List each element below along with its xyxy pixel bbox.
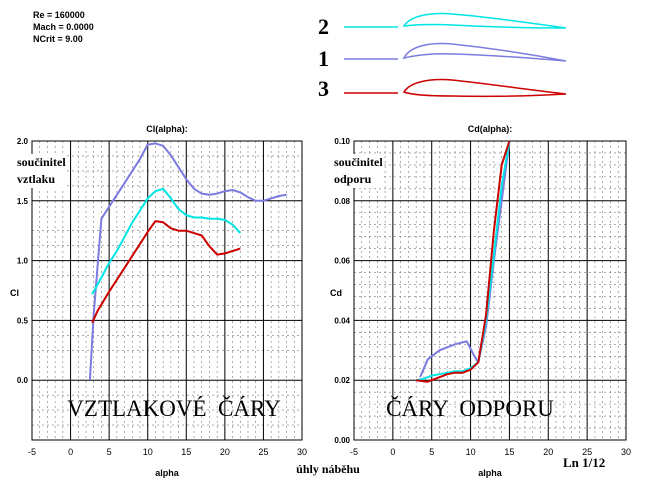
- cd-y-tick-label: 0.10: [334, 137, 350, 146]
- cl-plot-frame: [31, 140, 303, 441]
- airfoil-shape-3: [402, 78, 567, 98]
- airfoil-shape-1: [402, 42, 567, 62]
- cl-y-tick-label: 1.5: [17, 197, 29, 206]
- cd-x-tick-label: 30: [621, 447, 631, 457]
- cl-x-tick-label: -5: [28, 447, 36, 457]
- cd-x-tick-label: 15: [504, 447, 514, 457]
- cd-annotation-bg: [333, 154, 383, 188]
- legend-label-2: 2: [318, 14, 329, 39]
- cl-x-tick-label: 25: [258, 447, 268, 457]
- cl-annotation-bg: [16, 154, 66, 188]
- cd-x-tick-label: 5: [429, 447, 434, 457]
- cl-x-tick-label: 30: [297, 447, 307, 457]
- cd-series-line-3: [416, 140, 511, 383]
- cd-y-tick-label: 0.02: [334, 376, 350, 385]
- reynolds-number: Re = 160000: [33, 10, 85, 20]
- airfoil-legend: 2 1 3: [318, 6, 578, 106]
- cl-x-tick-label: 0: [68, 447, 73, 457]
- cd-annotation-line-2: odporu: [334, 172, 372, 186]
- cl-annotation-line-2: vztlaku: [17, 172, 55, 186]
- cd-x-tick-label: 20: [543, 447, 553, 457]
- cd-chart-title: Cd(alpha):: [468, 124, 513, 134]
- cd-y-tick-label: 0.08: [334, 197, 350, 206]
- ncrit-value: NCrit = 9.00: [33, 34, 83, 44]
- cl-series-line-2: [91, 187, 242, 295]
- cl-x-tick-label: 5: [107, 447, 112, 457]
- airfoil-shape-2: [402, 12, 567, 29]
- mach-number: Mach = 0.0000: [33, 22, 94, 32]
- cl-y-axis-label: Cl: [10, 288, 19, 298]
- cd-big-annotation: ČÁRY ODPORU: [386, 395, 554, 421]
- cl-y-tick-label: 2.0: [17, 137, 29, 146]
- cd-y-tick-label: 0.06: [334, 257, 350, 266]
- cd-x-tick-label: 10: [466, 447, 476, 457]
- cd-x-tick-label: -5: [350, 447, 358, 457]
- cl-y-tick-label: 0.0: [17, 376, 29, 385]
- cd-series-line-1: [419, 140, 511, 378]
- run-parameters: Re = 160000 Mach = 0.0000 NCrit = 9.00: [33, 9, 94, 45]
- legend-label-3: 3: [318, 76, 329, 101]
- cl-series-line-1: [88, 142, 287, 381]
- cl-x-tick-label: 10: [143, 447, 153, 457]
- cd-x-tick-label: 25: [582, 447, 592, 457]
- cl-y-tick-label: 1.0: [17, 257, 29, 266]
- cd-y-axis-label: Cd: [330, 288, 342, 298]
- cl-series-line-3: [91, 220, 241, 324]
- cd-x-axis-label: alpha: [478, 468, 503, 478]
- page-number: Ln 1/12: [563, 455, 605, 470]
- cd-plot-frame: [353, 140, 627, 441]
- cd-x-tick-label: 0: [390, 447, 395, 457]
- cl-big-annotation: VZTLAKOVÉ ČÁRY: [67, 395, 281, 421]
- cl-y-tick-label: 0.5: [17, 316, 29, 325]
- cd-y-tick-label: 0.04: [334, 316, 350, 325]
- cl-annotation-line-1: součinitel: [17, 155, 66, 169]
- cl-x-tick-label: 15: [181, 447, 191, 457]
- cd-annotation-line-1: součinitel: [334, 155, 383, 169]
- cl-x-tick-label: 20: [220, 447, 230, 457]
- cd-y-tick-label: 0.00: [334, 436, 350, 445]
- cd-series-line-2: [416, 140, 511, 382]
- bottom-label: úhly náběhu: [296, 462, 360, 476]
- legend-label-1: 1: [318, 46, 329, 71]
- cl-chart-title: Cl(alpha):: [146, 124, 188, 134]
- cl-x-axis-label: alpha: [155, 468, 180, 478]
